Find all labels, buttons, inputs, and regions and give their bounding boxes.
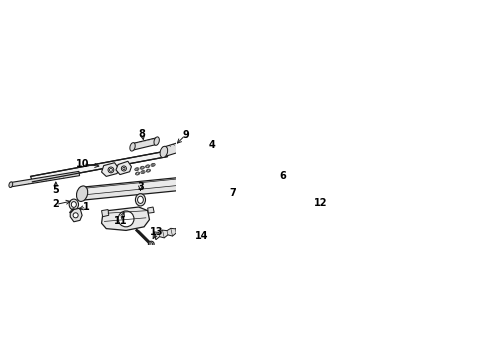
Circle shape (150, 243, 153, 246)
Ellipse shape (160, 146, 168, 158)
Text: 3: 3 (137, 182, 144, 192)
Ellipse shape (142, 171, 144, 173)
Ellipse shape (154, 137, 159, 145)
Polygon shape (298, 195, 310, 204)
Text: 4: 4 (209, 140, 216, 150)
Circle shape (123, 167, 125, 170)
Text: 8: 8 (139, 129, 146, 139)
Ellipse shape (147, 170, 149, 171)
Polygon shape (147, 207, 154, 213)
Polygon shape (84, 174, 225, 195)
Circle shape (122, 166, 126, 171)
Ellipse shape (204, 154, 210, 162)
Ellipse shape (135, 172, 140, 175)
Circle shape (299, 205, 306, 211)
Polygon shape (154, 214, 239, 240)
Text: 9: 9 (182, 130, 189, 140)
Circle shape (148, 241, 154, 247)
Text: 12: 12 (314, 198, 327, 208)
Ellipse shape (201, 151, 213, 165)
Polygon shape (163, 141, 185, 156)
Ellipse shape (146, 169, 150, 172)
Circle shape (302, 198, 308, 204)
Ellipse shape (147, 166, 149, 167)
Ellipse shape (141, 171, 145, 174)
Polygon shape (132, 138, 157, 150)
Ellipse shape (137, 173, 139, 174)
Ellipse shape (130, 143, 135, 151)
Ellipse shape (146, 165, 150, 168)
Text: 5: 5 (52, 185, 59, 195)
Polygon shape (299, 190, 306, 197)
Ellipse shape (72, 202, 76, 207)
Circle shape (108, 167, 114, 173)
Text: 6: 6 (279, 171, 286, 181)
Circle shape (118, 211, 134, 227)
Ellipse shape (140, 166, 145, 169)
Ellipse shape (69, 199, 78, 210)
Polygon shape (191, 147, 220, 171)
Text: 14: 14 (195, 231, 208, 241)
Polygon shape (70, 208, 82, 222)
Ellipse shape (135, 168, 139, 171)
Text: 10: 10 (76, 159, 90, 169)
Polygon shape (10, 171, 79, 187)
Polygon shape (101, 163, 119, 176)
Polygon shape (269, 167, 274, 178)
Polygon shape (116, 161, 131, 175)
Ellipse shape (180, 140, 188, 152)
Polygon shape (197, 160, 216, 174)
Circle shape (109, 168, 112, 171)
Ellipse shape (9, 182, 13, 188)
Text: 13: 13 (150, 227, 164, 237)
Ellipse shape (152, 164, 154, 166)
Ellipse shape (135, 194, 146, 206)
Polygon shape (101, 207, 149, 230)
Polygon shape (81, 173, 227, 200)
Ellipse shape (141, 167, 143, 168)
Polygon shape (101, 210, 109, 217)
Text: 2: 2 (52, 199, 59, 210)
Circle shape (73, 213, 78, 218)
Ellipse shape (76, 186, 88, 202)
Text: 1: 1 (83, 202, 90, 212)
Ellipse shape (138, 196, 144, 203)
Ellipse shape (221, 171, 232, 187)
Ellipse shape (151, 163, 155, 166)
Ellipse shape (199, 148, 215, 167)
Text: 11: 11 (114, 216, 127, 226)
Circle shape (304, 199, 307, 202)
Text: 7: 7 (229, 188, 236, 198)
Ellipse shape (136, 168, 138, 170)
Polygon shape (30, 151, 168, 182)
